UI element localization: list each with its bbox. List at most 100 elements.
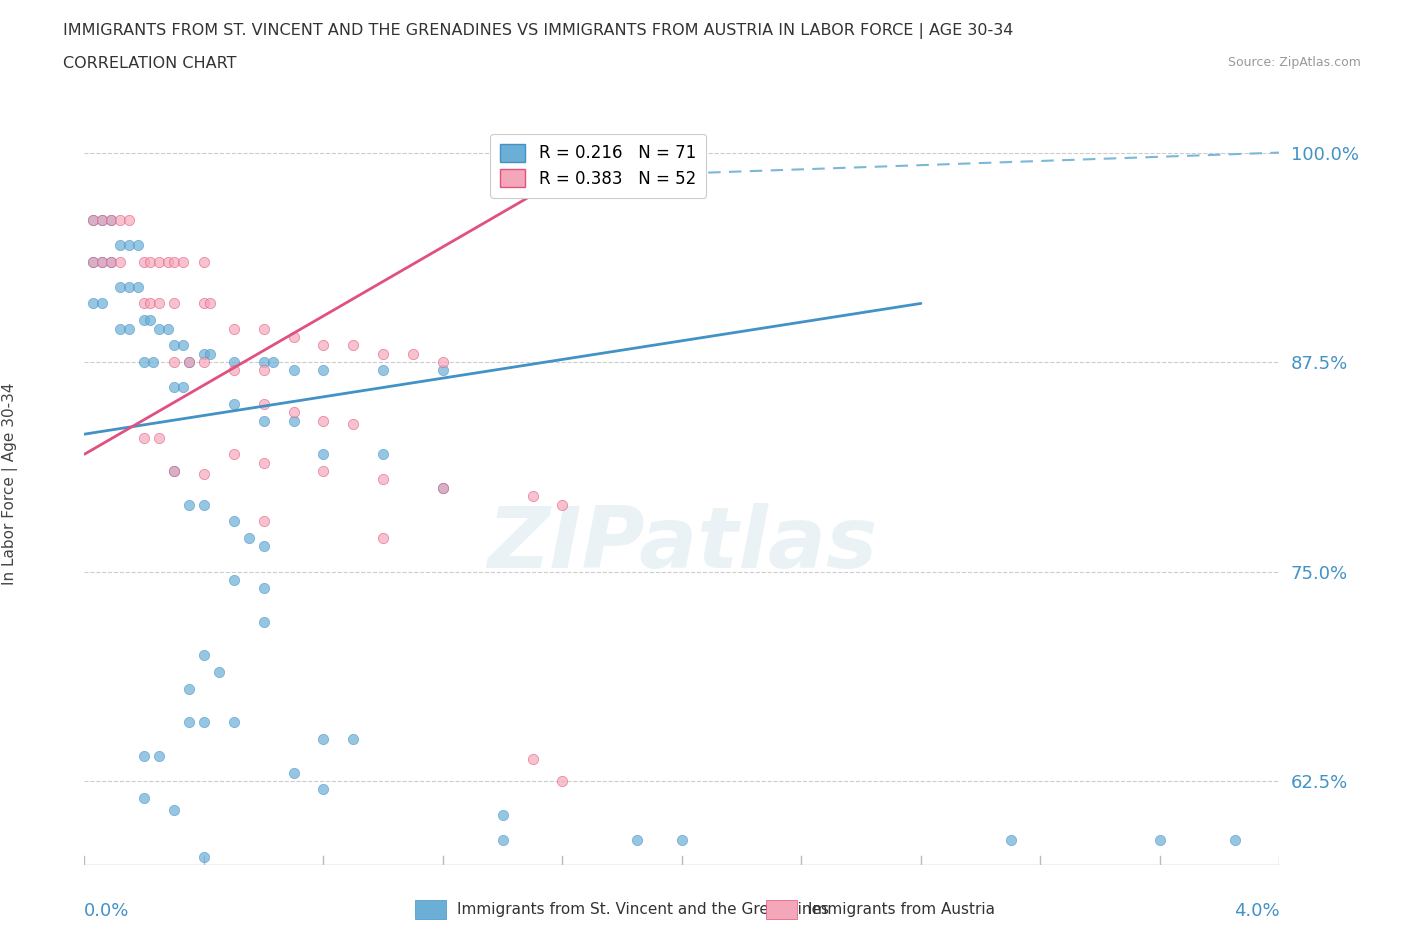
Point (373, 472, 395, 486)
Point (82, 254, 104, 269)
Point (91, 212, 114, 227)
Point (118, 279, 141, 294)
Point (163, 254, 186, 269)
Point (522, 751, 544, 766)
Point (551, 774, 574, 789)
Text: ZIPatlas: ZIPatlas (486, 503, 877, 586)
Point (91, 296, 114, 311)
Point (157, 321, 180, 336)
Point (283, 413, 305, 428)
Point (91, 254, 114, 269)
Point (132, 254, 156, 269)
Point (193, 254, 215, 269)
Point (82, 254, 104, 269)
Point (342, 417, 364, 432)
Point (222, 396, 245, 411)
Point (110, 321, 132, 336)
Point (312, 338, 335, 352)
Text: Source: ZipAtlas.com: Source: ZipAtlas.com (1227, 56, 1361, 69)
Point (1223, 832, 1246, 847)
Point (110, 212, 132, 227)
Point (148, 430, 170, 445)
Point (148, 321, 170, 336)
Point (492, 832, 515, 847)
Point (432, 481, 454, 496)
Point (132, 430, 156, 445)
Point (253, 321, 276, 336)
Point (163, 463, 186, 478)
Point (222, 354, 245, 369)
Point (132, 296, 156, 311)
Point (222, 514, 245, 529)
Point (432, 481, 454, 496)
Point (253, 396, 276, 411)
Point (193, 354, 215, 369)
Point (163, 379, 186, 394)
Point (222, 446, 245, 461)
Point (100, 254, 122, 269)
Point (82, 296, 104, 311)
Point (148, 749, 170, 764)
Point (148, 296, 170, 311)
Text: Immigrants from St. Vincent and the Grenadines: Immigrants from St. Vincent and the Gren… (457, 902, 830, 917)
Point (373, 346, 395, 361)
Point (139, 312, 162, 327)
Point (163, 463, 186, 478)
Point (283, 765, 305, 780)
Point (253, 363, 276, 378)
Point (312, 446, 335, 461)
Point (142, 354, 165, 369)
Point (1000, 832, 1022, 847)
Point (172, 338, 194, 352)
Point (283, 405, 305, 419)
Text: Immigrants from Austria: Immigrants from Austria (808, 902, 995, 917)
Point (373, 363, 395, 378)
Text: IMMIGRANTS FROM ST. VINCENT AND THE GRENADINES VS IMMIGRANTS FROM AUSTRIA IN LAB: IMMIGRANTS FROM ST. VINCENT AND THE GREN… (63, 23, 1014, 39)
Point (139, 254, 162, 269)
Point (177, 498, 200, 512)
Point (253, 354, 276, 369)
Text: 0.0%: 0.0% (84, 902, 129, 920)
Text: In Labor Force | Age 30-34: In Labor Force | Age 30-34 (1, 382, 18, 585)
Point (626, 832, 648, 847)
Point (193, 498, 215, 512)
Point (671, 832, 693, 847)
Point (163, 803, 186, 817)
Point (342, 732, 364, 747)
Point (100, 212, 122, 227)
Point (132, 790, 156, 805)
Point (118, 237, 141, 252)
Point (253, 581, 276, 596)
Point (193, 648, 215, 663)
Point (238, 531, 260, 546)
Point (312, 782, 335, 797)
Point (132, 749, 156, 764)
Point (253, 615, 276, 630)
Point (177, 354, 200, 369)
Point (222, 321, 245, 336)
Point (82, 212, 104, 227)
Point (253, 455, 276, 470)
Point (551, 498, 574, 512)
Point (127, 237, 149, 252)
Point (118, 321, 141, 336)
Point (432, 363, 454, 378)
Point (110, 254, 132, 269)
Point (222, 363, 245, 378)
Point (132, 354, 156, 369)
Point (110, 237, 132, 252)
Point (110, 279, 132, 294)
Point (198, 296, 221, 311)
Point (177, 715, 200, 730)
Point (208, 665, 231, 680)
Point (312, 732, 335, 747)
Point (163, 296, 186, 311)
Point (373, 531, 395, 546)
Point (157, 254, 180, 269)
Point (283, 363, 305, 378)
Point (163, 354, 186, 369)
Point (253, 514, 276, 529)
Point (177, 682, 200, 697)
Point (1149, 832, 1171, 847)
Point (193, 467, 215, 482)
